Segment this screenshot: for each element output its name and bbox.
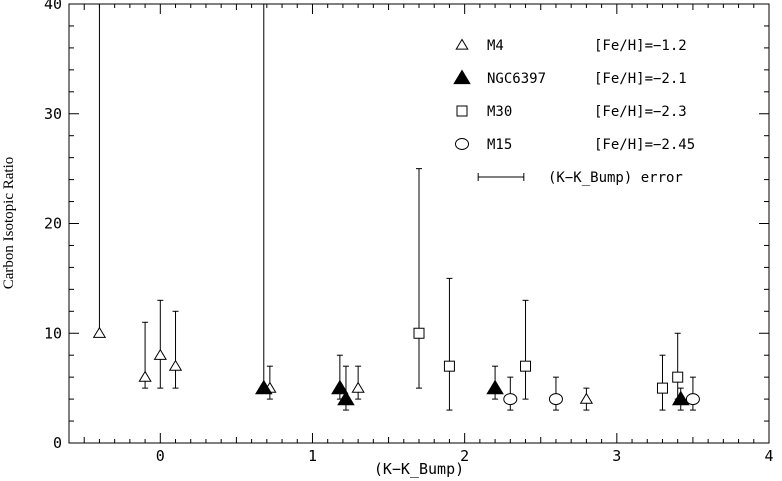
legend-marker-m4	[455, 38, 469, 50]
legend-name-m15: M15	[487, 137, 512, 153]
legend-name-ngc6397: NGC6397	[487, 71, 546, 87]
point-m4	[92, 326, 107, 338]
data-markers	[92, 326, 700, 406]
x-tick-label: 4	[764, 447, 773, 465]
legend-marker-m30	[456, 105, 468, 117]
point-m30	[672, 371, 684, 383]
point-m4	[351, 381, 365, 393]
y-tick-label: 0	[53, 434, 62, 452]
point-m30	[656, 382, 668, 394]
legend-name-m30: M30	[487, 104, 512, 120]
legend-metallicity-ngc6397: [Fe/H]=−2.1	[594, 71, 687, 87]
axis-ticks	[68, 3, 770, 444]
x-axis-label: (K−K_Bump)	[374, 460, 464, 478]
point-ngc6397	[337, 390, 355, 406]
error-bars	[96, 4, 696, 411]
point-m30	[520, 360, 532, 372]
legend-metallicity-m4: [Fe/H]=−1.2	[594, 38, 687, 54]
point-m30	[443, 360, 455, 372]
point-ngc6397	[331, 379, 349, 395]
y-tick-label: 40	[44, 0, 62, 13]
point-m4	[153, 348, 167, 360]
legend-marker-ngc6397	[453, 69, 471, 85]
point-m4	[168, 359, 183, 371]
y-axis-label: Carbon Isotopic Ratio	[1, 157, 17, 289]
y-tick-label: 30	[44, 105, 62, 123]
point-m15	[685, 393, 700, 406]
legend-marker-m15	[455, 138, 469, 150]
x-tick-label: 3	[612, 447, 621, 465]
legend: M4 [Fe/H]=−1.2 NGC6397 [Fe/H]=−2.1 M30 [Fe/H]…	[453, 38, 695, 186]
x-tick-label: 0	[156, 447, 165, 465]
y-tick-label: 10	[44, 324, 62, 342]
x-tick-label: 1	[308, 447, 317, 465]
point-m4	[138, 370, 152, 382]
point-m15	[548, 393, 563, 406]
y-tick-label: 20	[44, 215, 62, 233]
legend-name-m4: M4	[487, 38, 504, 54]
legend-metallicity-m30: [Fe/H]=−2.3	[594, 104, 687, 120]
legend-metallicity-m15: [Fe/H]=−2.45	[594, 137, 695, 153]
point-m30	[413, 327, 425, 339]
point-ngc6397	[486, 379, 504, 395]
point-m4	[579, 392, 594, 404]
point-ngc6397	[255, 379, 273, 395]
legend-error-label: (K−K_Bump) error	[548, 170, 683, 186]
point-ngc6397	[671, 390, 690, 406]
x-tick-label: 2	[460, 447, 469, 465]
point-m15	[503, 393, 518, 406]
